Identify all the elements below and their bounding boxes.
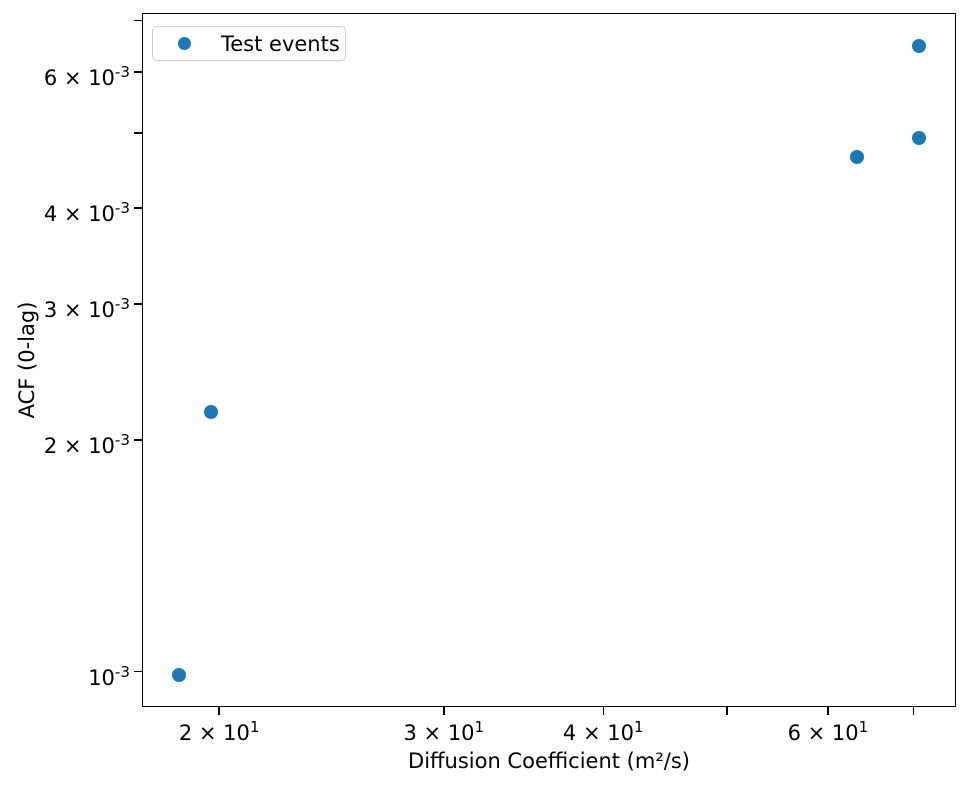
exponent: -3	[114, 63, 130, 82]
y-tick-mark	[134, 670, 142, 673]
data-point	[171, 668, 186, 683]
x-tick-mark	[827, 707, 829, 715]
exponent: -3	[114, 198, 130, 217]
y-tick-label: 4 × 10-3	[43, 198, 130, 226]
x-tick-mark	[602, 707, 604, 715]
x-tick-label: 4 × 101	[562, 718, 644, 745]
exponent: 1	[858, 718, 869, 736]
data-point	[911, 38, 926, 53]
exponent: 1	[474, 718, 485, 736]
y-tick-label: 6 × 10-3	[43, 63, 130, 91]
x-tick-label: 2 × 101	[178, 718, 260, 745]
exponent: 1	[633, 718, 644, 736]
data-point	[911, 130, 926, 145]
y-axis-label: ACF (0-lag)	[15, 301, 39, 419]
y-tick-mark	[134, 303, 142, 305]
x-tick-label: 3 × 101	[403, 718, 485, 745]
x-axis-label: Diffusion Coefficient (m²/s)	[408, 749, 690, 773]
exponent: -3	[114, 295, 130, 314]
legend-marker-icon	[178, 37, 191, 50]
y-tick-label: 10-3	[88, 662, 130, 690]
legend-label: Test events	[221, 31, 340, 56]
plot-area	[142, 13, 956, 707]
y-tick-mark	[134, 19, 142, 22]
x-tick-mark	[443, 707, 445, 715]
x-tick-mark	[726, 707, 728, 715]
y-tick-label: 3 × 10-3	[43, 295, 130, 323]
y-tick-mark	[134, 207, 142, 209]
data-point	[849, 150, 864, 165]
data-point	[203, 405, 218, 420]
exponent: -3	[114, 662, 130, 681]
exponent: 1	[249, 718, 260, 736]
y-tick-label: 2 × 10-3	[43, 430, 130, 458]
x-tick-label: 6 × 101	[787, 718, 869, 745]
x-tick-mark	[218, 707, 220, 715]
legend: Test events	[152, 26, 346, 61]
y-tick-mark	[134, 71, 142, 73]
y-tick-mark	[134, 439, 142, 441]
y-tick-mark	[134, 132, 142, 134]
x-tick-mark	[912, 707, 915, 715]
exponent: -3	[114, 430, 130, 449]
